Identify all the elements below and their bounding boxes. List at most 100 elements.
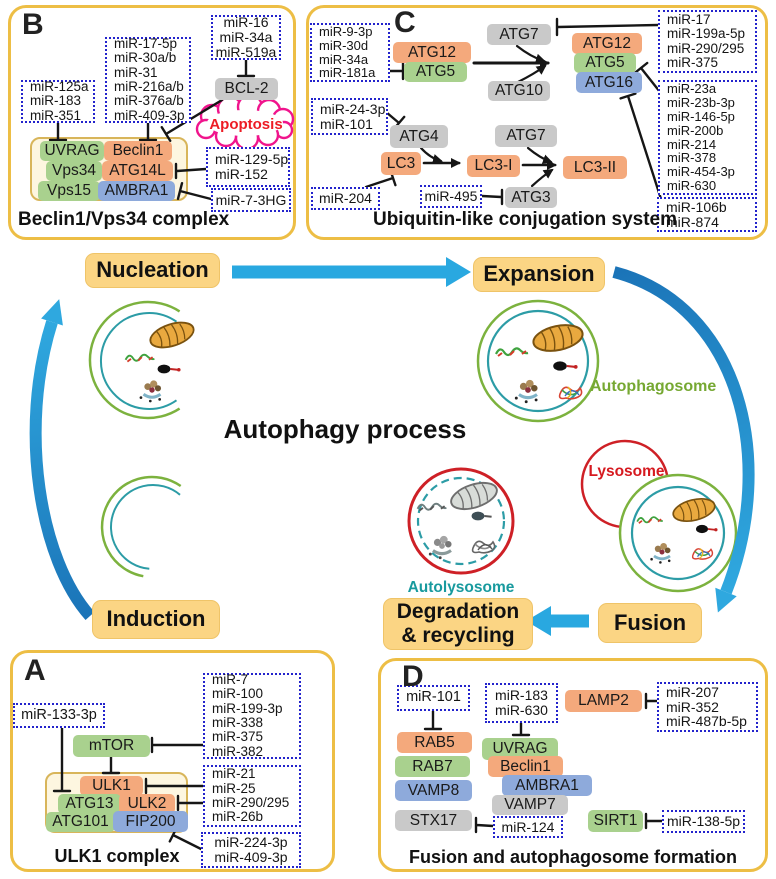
mir-box-sirt1-inhibitors: miR-138-5p [662, 810, 745, 833]
mir-label: miR-129-5p [215, 151, 289, 168]
protein-atg4: ATG4 [390, 125, 448, 148]
protein-atg5-1: ATG5 [404, 62, 467, 82]
mir-label: miR-454-3p [667, 164, 735, 180]
mir-label: miR-24-3p [320, 100, 386, 117]
mir-box-mtor-inhibitors: miR-7 miR-100 miR-199-3p miR-338 miR-375 miR-… [203, 672, 301, 759]
mir-label: miR-519a [215, 43, 277, 60]
protein-lc3-i: LC3-I [467, 155, 520, 177]
mir-box-rab5-inhibitors: miR-101 [397, 685, 470, 711]
protein-bcl2: BCL-2 [215, 78, 278, 100]
protein-ambra1-d: AMBRA1 [502, 775, 592, 796]
protein-atg12-2: ATG12 [572, 33, 642, 54]
mir-label: miR-495 [424, 188, 478, 205]
degraded-cluster-icon [427, 534, 454, 561]
mir-label: miR-23a [667, 81, 717, 97]
panel-a-caption: ULK1 complex [54, 846, 180, 866]
ribosome-cluster-icon [513, 378, 540, 405]
protein-lamp2: LAMP2 [565, 690, 642, 712]
ribosome-cluster-icon [138, 378, 163, 404]
mir-label: miR-106b [666, 198, 727, 215]
panel-b-letter: B [22, 8, 44, 41]
protein-atg3: ATG3 [505, 187, 557, 208]
panel-d-letter: D [402, 660, 424, 693]
mir-label: miR-378 [667, 150, 717, 166]
dna-squiggle-icon [636, 516, 664, 525]
mir-label: miR-290/295 [212, 795, 290, 810]
arrow-induction-to-nucleation [29, 320, 95, 620]
mir-box-bcl2-inhibitors: miR-16 miR-34a miR-519a [211, 15, 281, 60]
mir-label: miR-200b [667, 122, 724, 138]
mir-label: miR-146-5p [667, 108, 735, 124]
protein-mtor: mTOR [73, 735, 150, 757]
mir-label: miR-101 [406, 689, 461, 706]
dna-squiggle-icon [124, 353, 156, 363]
mir-label: miR-338 [212, 715, 264, 730]
stage-fusion: Fusion [598, 603, 702, 643]
mitochondrion-icon [670, 494, 718, 526]
protein-atg7-2: ATG7 [495, 125, 557, 147]
phagophore-icon [88, 300, 198, 420]
mir-label: miR-125a [30, 79, 89, 95]
mitochondrion-icon [530, 320, 586, 356]
mir-label: miR-31 [114, 64, 158, 80]
mir-label: miR-133-3p [21, 706, 97, 723]
protein-atg101: ATG101 [46, 812, 115, 832]
mir-label: miR-199a-5p [667, 26, 746, 42]
mir-box-atg4-inhibitors: miR-24-3p miR-101 [311, 98, 388, 135]
mir-label: miR-17-5p [114, 36, 178, 52]
protein-stx17: STX17 [395, 810, 472, 831]
mir-box-atg14l-inhibitors: miR-129-5p miR-152 [206, 147, 290, 187]
ribosome-cluster-icon [648, 541, 672, 566]
lysosome-label: Lysosome [588, 463, 665, 480]
arrow-nucleation-to-expansion [446, 257, 471, 287]
protein-rab5: RAB5 [397, 732, 472, 753]
arrow-expansion-to-fusion [612, 266, 755, 595]
mir-label: miR-207 [666, 683, 719, 700]
mir-label: miR-376a/b [114, 93, 184, 109]
mir-label: miR-26b [212, 809, 264, 825]
stage-expansion: Expansion [473, 257, 605, 292]
degraded-mitochondrion-icon [446, 476, 502, 516]
autophagosome-icon [476, 299, 600, 423]
protein-atg14l: ATG14L [102, 161, 173, 181]
mir-label: miR-382 [212, 743, 264, 759]
apoptosis-label: Apoptosis [209, 116, 283, 133]
mir-label: miR-100 [212, 686, 264, 702]
mir-box-atg5b-inhibitors: miR-23a miR-23b-3p miR-146-5p miR-200b miR-2… [658, 80, 757, 195]
mir-box-uvrag-inhibitors: miR-125a miR-183 miR-351 [21, 79, 95, 123]
protein-atg10: ATG10 [488, 81, 550, 101]
panel-a-letter: A [24, 654, 46, 687]
figure-title: Autophagy process [223, 414, 467, 444]
protein-vps15: Vps15 [38, 181, 100, 201]
mir-label: miR-352 [666, 698, 719, 715]
mir-label: miR-199-3p [212, 700, 283, 716]
rna-tangle-icon [558, 386, 583, 400]
mir-box-ambra1-inhibitors: miR-7-3HG [211, 188, 291, 212]
protein-uvrag-b: UVRAG [40, 141, 104, 161]
panel-c-letter: C [394, 6, 416, 39]
mir-box-stx17-inhibitors: miR-124 [493, 816, 563, 838]
dna-squiggle-icon [494, 347, 530, 358]
protein-lc3: LC3 [381, 152, 421, 175]
protein-vps34: Vps34 [46, 161, 102, 181]
mir-box-lc3-inhibitors: miR-204 [311, 187, 380, 210]
mir-box-ulk-inhibitors: miR-21 miR-25 miR-290/295 miR-26b [203, 765, 301, 827]
protein-aggregate-icon [695, 523, 719, 535]
mir-label: miR-183 [495, 687, 548, 704]
mir-box-atg5-inhibitors: miR-9-3p miR-30d miR-34a miR-181a [310, 23, 390, 82]
mir-label: miR-224-3p [214, 834, 288, 851]
mir-label: miR-25 [212, 780, 256, 796]
mir-label: miR-30d [319, 37, 369, 53]
mir-label: miR-30a/b [114, 50, 177, 66]
protein-ambra1-b: AMBRA1 [98, 181, 175, 201]
mir-box-fip200-inhibitors: miR-224-3p miR-409-3p [201, 832, 301, 868]
mir-label: miR-9-3p [319, 23, 373, 39]
protein-fip200: FIP200 [113, 811, 188, 832]
mir-label: miR-17 [667, 11, 711, 27]
protein-ulk2: ULK2 [119, 794, 175, 814]
mir-label: miR-183 [30, 93, 82, 109]
panel-c-caption: Ubiquitin-like conjugation system [372, 209, 678, 230]
mir-label: miR-630 [495, 702, 548, 718]
mir-label: miR-204 [319, 190, 372, 207]
autolysosome-label: Autolysosome [407, 579, 515, 596]
